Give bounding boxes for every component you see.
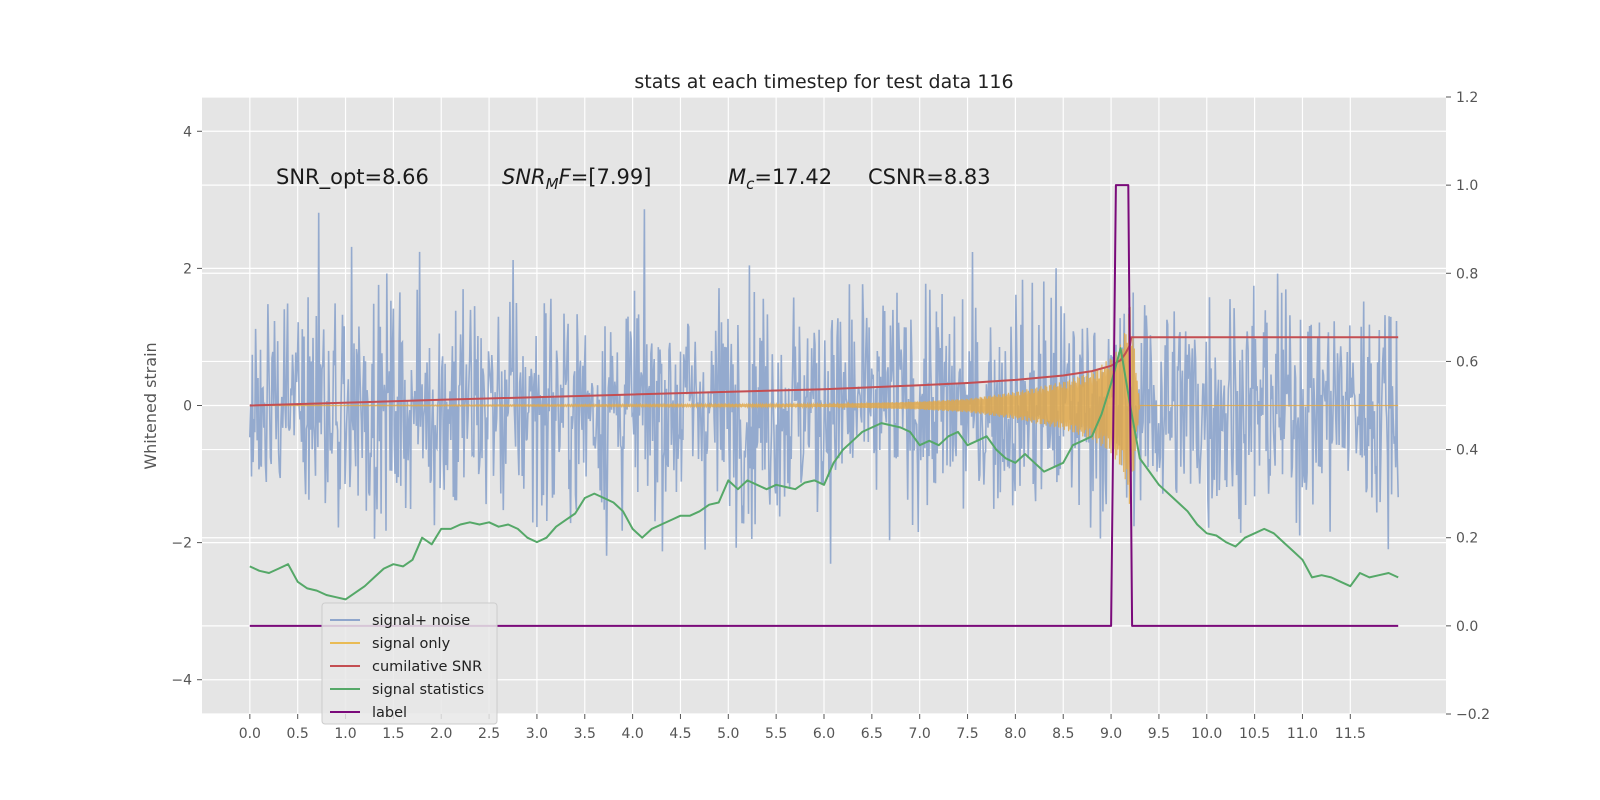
annotation-text: SNR_opt=8.66 — [276, 165, 429, 190]
x-tick-label: 1.0 — [334, 726, 356, 742]
y-axis-right-ticks: 1.2 1.0 0.8 0.6 0.4 0.2 0.0 −0.2 — [1446, 90, 1490, 723]
legend-label: cumilative SNR — [372, 659, 482, 675]
y-left-tick-label: 2 — [183, 261, 192, 277]
x-tick-label: 11.5 — [1335, 726, 1366, 742]
x-tick-label: 3.5 — [574, 726, 596, 742]
annotation-text: SNRMF=[7.99] — [502, 165, 651, 193]
signal-only-line — [249, 306, 1399, 504]
label-line — [249, 184, 1399, 627]
line-series-group — [249, 184, 1399, 627]
x-tick-label: 1.5 — [382, 726, 404, 742]
x-tick-label: 7.5 — [956, 726, 978, 742]
y-right-tick-label: 0.2 — [1456, 531, 1478, 547]
y-right-tick-label: −0.2 — [1456, 707, 1490, 723]
x-tick-label: 8.0 — [1004, 726, 1026, 742]
y-right-tick-label: 1.0 — [1456, 178, 1478, 194]
x-tick-label: 5.0 — [717, 726, 739, 742]
chart-title: stats at each timestep for test data 116 — [634, 71, 1013, 93]
y-left-tick-label: −2 — [171, 536, 192, 552]
x-tick-label: 10.5 — [1239, 726, 1270, 742]
x-tick-label: 6.5 — [861, 726, 883, 742]
x-tick-label: 6.0 — [813, 726, 835, 742]
y-left-tick-label: −4 — [171, 673, 192, 689]
y-right-tick-label: 0.6 — [1456, 354, 1478, 370]
annotation-text: CSNR=8.83 — [868, 165, 991, 189]
signal-statistics-line — [249, 347, 1399, 601]
y-right-tick-label: 0.8 — [1456, 266, 1478, 282]
y-right-tick-label: 0.4 — [1456, 443, 1478, 459]
y-axis-left-ticks: 4 2 0 −2 −4 — [171, 124, 202, 689]
legend-label: signal+ noise — [372, 613, 470, 629]
x-tick-label: 10.0 — [1191, 726, 1222, 742]
cumilative-snr-line — [249, 336, 1399, 407]
annotation-text: Mc=17.42 — [728, 165, 832, 193]
y-right-tick-label: 1.2 — [1456, 90, 1478, 106]
x-tick-label: 0.5 — [287, 726, 309, 742]
legend-label: signal only — [372, 636, 451, 652]
legend-label: label — [372, 705, 407, 721]
legend-box — [321, 602, 498, 725]
x-tick-label: 0.0 — [239, 726, 261, 742]
x-tick-label: 4.0 — [621, 726, 643, 742]
x-tick-label: 8.5 — [1052, 726, 1074, 742]
legend-label: signal statistics — [372, 682, 484, 698]
annotations: SNR_opt=8.66 SNRMF=[7.99] Mc=17.42 CSNR=8.8… — [276, 165, 991, 193]
x-tick-label: 4.5 — [669, 726, 691, 742]
y-left-tick-label: 0 — [183, 399, 192, 415]
x-axis-ticks: 0.0 0.5 1.0 1.5 2.0 2.5 3.0 3.5 4.0 4.5 5.0 5.5 6.0 6… — [239, 714, 1366, 742]
x-tick-label: 2.5 — [478, 726, 500, 742]
x-tick-label: 3.0 — [526, 726, 548, 742]
x-tick-label: 9.5 — [1148, 726, 1170, 742]
x-tick-label: 7.0 — [909, 726, 931, 742]
x-tick-label: 11.0 — [1287, 726, 1318, 742]
legend: signal+ noise signal only cumilative SNR si… — [321, 602, 498, 725]
y-left-tick-label: 4 — [183, 124, 192, 140]
x-tick-label: 9.0 — [1100, 726, 1122, 742]
signal-only-series — [249, 306, 1399, 504]
y-axis-label: Whitened strain — [141, 342, 160, 469]
x-tick-label: 5.5 — [765, 726, 787, 742]
y-right-tick-label: 0.0 — [1456, 619, 1478, 635]
x-tick-label: 2.0 — [430, 726, 452, 742]
